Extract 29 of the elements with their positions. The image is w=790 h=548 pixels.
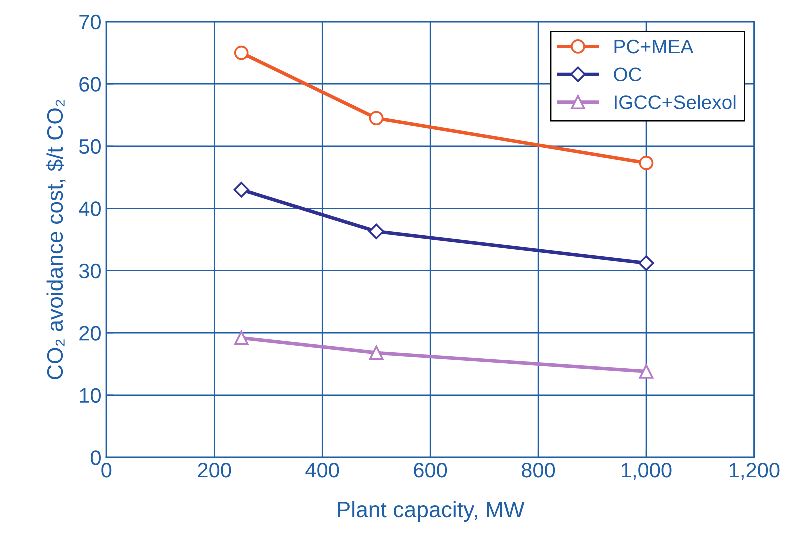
point bbox=[368, 224, 384, 240]
point bbox=[234, 46, 249, 60]
legend-label: IGCC+Selexol bbox=[615, 95, 736, 110]
x-tick-label: 400 bbox=[306, 462, 340, 478]
y-tick-label: 30 bbox=[79, 264, 101, 279]
y-tick-label: 70 bbox=[80, 14, 101, 30]
legend-label: PC+MEA bbox=[614, 40, 694, 54]
point bbox=[234, 330, 249, 346]
point bbox=[369, 346, 384, 360]
x-tick-label: 1,200 bbox=[730, 462, 780, 480]
point bbox=[638, 256, 654, 272]
x-axis-title: Plant capacity, MW bbox=[338, 501, 525, 522]
point bbox=[234, 182, 250, 198]
y-tick-label: 60 bbox=[80, 77, 101, 92]
x-tick-label: 600 bbox=[414, 462, 448, 478]
y-tick-label: 40 bbox=[79, 202, 101, 216]
y-tick-label: 20 bbox=[80, 326, 101, 341]
y-tick-label: 10 bbox=[80, 388, 101, 404]
point bbox=[639, 364, 654, 379]
x-tick-label: 200 bbox=[198, 462, 232, 478]
y-tick-label: 0 bbox=[91, 450, 101, 466]
legend-label: OC bbox=[614, 68, 642, 82]
y-tick-label: 50 bbox=[79, 139, 101, 154]
x-tick-label: 1,000 bbox=[622, 462, 672, 480]
x-tick-label: 800 bbox=[522, 462, 556, 478]
x-tick-label: 0 bbox=[102, 462, 112, 478]
point bbox=[369, 111, 384, 126]
point bbox=[639, 156, 654, 170]
y-axis-title: CO₂ avoidance cost, $/t CO₂ bbox=[46, 100, 66, 380]
